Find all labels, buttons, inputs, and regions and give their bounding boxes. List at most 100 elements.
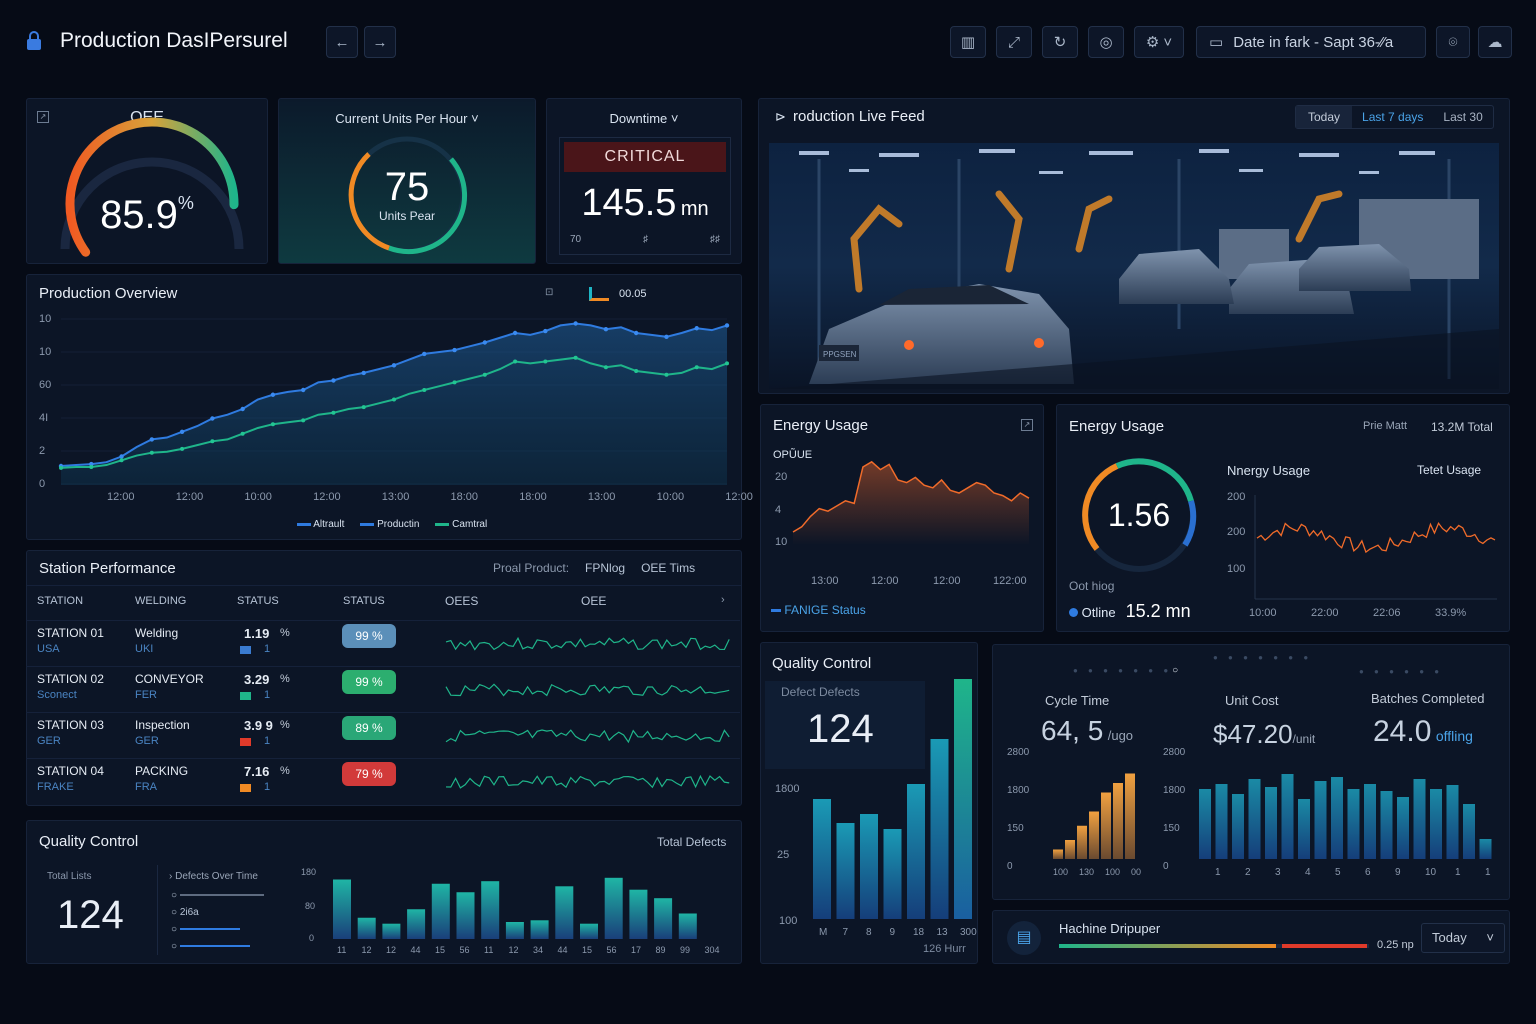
live-feed-panel: ⊳ roduction Live Feed Today Last 7 days … xyxy=(758,98,1510,394)
chevron-right-icon[interactable]: › xyxy=(721,594,725,606)
station-type: CONVEYOR xyxy=(135,672,204,686)
tab-last-30[interactable]: Last 30 xyxy=(1443,110,1483,124)
legend-row[interactable]: ○ xyxy=(171,938,264,955)
camera-icon: ⊳ xyxy=(775,109,786,124)
station-sub: USA xyxy=(37,643,60,655)
y-tick: 1800 xyxy=(1163,785,1186,796)
legend-row[interactable]: ○ 2i6a xyxy=(171,907,199,918)
col-header[interactable]: STATUS xyxy=(237,595,279,607)
cloud-icon-button[interactable]: ☁ xyxy=(1478,26,1512,58)
col-header[interactable]: STATION xyxy=(37,595,84,607)
x-tick: 7 xyxy=(842,927,849,938)
expand-icon[interactable]: ↗ xyxy=(37,111,49,123)
x-tick: 12:00 xyxy=(933,575,961,587)
bar xyxy=(883,829,902,919)
data-point xyxy=(694,326,699,331)
x-tick: 22:06 xyxy=(1373,607,1401,619)
x-tick: 8 xyxy=(866,927,872,938)
defects-bar-chart xyxy=(333,877,697,939)
col-header[interactable]: OEE xyxy=(581,594,607,608)
y-tick: 180 xyxy=(301,867,317,877)
settings-icon-button[interactable]: ⚙ ˅ xyxy=(1134,26,1184,58)
x-tick: 11 xyxy=(484,945,494,955)
factory-video-frame[interactable]: PPGSEN xyxy=(759,99,1511,395)
status-pill[interactable]: 89 % xyxy=(342,716,396,740)
col-header[interactable]: STATUS xyxy=(343,595,385,607)
col-header[interactable]: WELDING xyxy=(135,595,187,607)
cycle-time-value: 64, 5 xyxy=(1041,715,1104,746)
license-plate xyxy=(819,345,859,361)
share-icon-button[interactable]: ⤢ xyxy=(996,26,1032,58)
refresh-icon-button[interactable]: ↻ xyxy=(1042,26,1078,58)
bar xyxy=(930,739,949,919)
x-tick: 10:00 xyxy=(656,491,685,503)
bar xyxy=(1331,777,1343,859)
x-tick: 130 xyxy=(1079,867,1095,877)
machine-select[interactable]: Today ˅ xyxy=(1421,923,1505,953)
pager-dots[interactable]: ● ● ● ● ● ● xyxy=(1359,667,1444,676)
defects-over-time-title: › Defects Over Time xyxy=(169,871,258,882)
data-point xyxy=(300,387,306,393)
back-button[interactable]: ← xyxy=(326,26,358,58)
series-area xyxy=(61,323,727,485)
station-type-sub: UKI xyxy=(135,643,154,655)
station-sub: GER xyxy=(37,735,61,747)
x-tick: 00 xyxy=(1131,867,1142,877)
legend-row[interactable]: ○ xyxy=(171,887,264,904)
status-indicator xyxy=(240,784,251,792)
station-name[interactable]: STATION 03 xyxy=(37,718,104,732)
status-pill[interactable]: 99 % xyxy=(342,624,396,648)
station-name[interactable]: STATION 04 xyxy=(37,764,104,778)
legend-row[interactable]: ○ xyxy=(171,921,264,938)
bar xyxy=(530,920,549,939)
station-value: 3.29 xyxy=(244,672,270,687)
status-pill[interactable]: 79 % xyxy=(342,762,396,786)
downtime-tick: ♯ xyxy=(643,234,649,245)
total-lists-label: Total Lists xyxy=(47,871,92,882)
x-tick: 44 xyxy=(410,945,421,955)
x-tick: 13:00 xyxy=(587,491,616,503)
calendar-icon: ▭ xyxy=(1209,34,1224,51)
station-sub: Sconect xyxy=(37,689,77,701)
cycle-time-label: Cycle Time xyxy=(1045,693,1110,708)
legend-item: Altrault xyxy=(313,519,345,530)
trend-icon xyxy=(589,287,609,301)
bar xyxy=(1125,773,1135,859)
bar xyxy=(1199,789,1211,859)
y-tick: 100 xyxy=(779,915,798,927)
overview-legend-value: 00.05 xyxy=(619,288,647,300)
data-point xyxy=(664,372,669,377)
energy-usage-panel-2: Energy Usage Prie Matt 13.2M Total 1.56 … xyxy=(1056,404,1510,632)
tab-last-7-days[interactable]: Last 7 days xyxy=(1362,110,1424,124)
status-pill[interactable]: 99 % xyxy=(342,670,396,694)
x-tick: 1 xyxy=(1215,867,1221,878)
station-name[interactable]: STATION 02 xyxy=(37,672,104,686)
pager-dots[interactable]: ● ● ● ● ● ● ● xyxy=(1213,653,1313,662)
forward-button[interactable]: → xyxy=(364,26,396,58)
location-icon-button[interactable]: ⌾ xyxy=(1436,26,1470,58)
factory-icon-button[interactable]: ▥ xyxy=(950,26,986,58)
pager-dots[interactable]: ● ● ● ● ● ● ●○ xyxy=(1073,665,1179,676)
y-tick: 2800 xyxy=(1007,747,1030,758)
x-tick: 15 xyxy=(582,945,593,955)
bar xyxy=(481,881,500,939)
units-title[interactable]: Current Units Per Hour ˅ xyxy=(335,111,479,126)
tab-today[interactable]: Today xyxy=(1296,106,1353,128)
col-header[interactable]: OEES xyxy=(445,594,479,608)
downtime-title[interactable]: Downtime ˅ xyxy=(609,111,679,126)
filter-oee[interactable]: OEE Tims xyxy=(641,561,696,575)
filter-select[interactable]: FPNlog xyxy=(585,561,626,575)
station-type: Welding xyxy=(135,626,179,640)
y-tick: 25 xyxy=(777,849,790,861)
x-tick: 304 xyxy=(704,945,720,955)
camera-icon-button[interactable]: ◎ xyxy=(1088,26,1124,58)
live-feed-title: roduction Live Feed xyxy=(793,108,925,125)
x-tick: 3 xyxy=(1275,867,1281,878)
expand-icon[interactable]: ↗ xyxy=(1021,419,1033,431)
date-range-button[interactable]: ▭ Date in fark - Sapt 36-⁄⁄a xyxy=(1196,26,1426,58)
x-tick: 100 xyxy=(1053,867,1069,877)
energy-right-a: Prie Matt xyxy=(1363,420,1408,432)
chart-options-icon[interactable]: ⊡ xyxy=(545,287,554,298)
station-name[interactable]: STATION 01 xyxy=(37,626,104,640)
bar xyxy=(1314,781,1327,859)
